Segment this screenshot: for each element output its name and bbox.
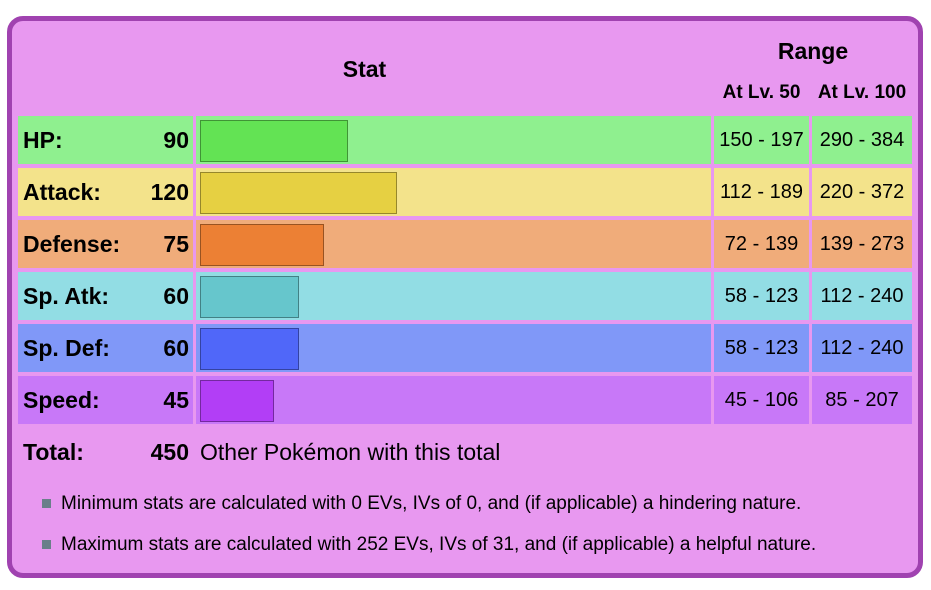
notes-cell: Minimum stats are calculated with 0 EVs,…: [18, 479, 912, 569]
note-min-text: Minimum stats are calculated with 0 EVs,…: [61, 492, 802, 514]
range-header-label: Range: [777, 38, 849, 64]
stats-table: Stat Range At Lv. 50 At Lv. 100 HP: 90 150…: [7, 16, 923, 578]
bullet-square-icon: [42, 499, 51, 508]
range-lv50-value: 58 - 123: [724, 284, 799, 307]
stat-bar-cell-sp_atk: [196, 272, 711, 320]
range-lv100-value: 220 - 372: [819, 180, 905, 203]
stat-value: 75: [163, 230, 189, 257]
range-lv100-cell-sp_atk: 112 - 240: [812, 272, 912, 320]
lv50-header-label: At Lv. 50: [722, 81, 801, 103]
range-header: Range: [714, 25, 912, 69]
range-lv100-cell-attack: 220 - 372: [812, 168, 912, 216]
stat-label-cell-defense: Defense: 75: [18, 220, 193, 268]
stat-name: Defense:: [23, 230, 121, 257]
stat-header-label: Stat: [342, 55, 387, 82]
range-lv100-cell-hp: 290 - 384: [812, 116, 912, 164]
note-item: Maximum stats are calculated with 252 EV…: [42, 524, 912, 565]
stat-bar-cell-defense: [196, 220, 711, 268]
range-lv50-value: 72 - 139: [724, 232, 799, 255]
range-lv100-value: 112 - 240: [820, 336, 904, 359]
stat-bar-cell-hp: [196, 116, 711, 164]
range-lv50-cell-hp: 150 - 197: [714, 116, 809, 164]
range-lv100-value: 112 - 240: [820, 284, 904, 307]
stat-label-cell-attack: Attack: 120: [18, 168, 193, 216]
range-lv50-cell-sp_atk: 58 - 123: [714, 272, 809, 320]
note-max-text: Maximum stats are calculated with 252 EV…: [61, 533, 817, 555]
range-lv50-cell-speed: 45 - 106: [714, 376, 809, 424]
range-lv100-value: 139 - 273: [819, 232, 905, 255]
stat-label-cell-sp_atk: Sp. Atk: 60: [18, 272, 193, 320]
range-lv50-value: 112 - 189: [719, 180, 804, 203]
stat-value: 45: [163, 386, 189, 413]
bullet-square-icon: [42, 540, 51, 549]
total-link-cell: Other Pokémon with this total: [196, 428, 912, 476]
range-lv100-cell-speed: 85 - 207: [812, 376, 912, 424]
range-lv50-cell-defense: 72 - 139: [714, 220, 809, 268]
lv50-header: At Lv. 50: [714, 72, 809, 113]
stat-value: 90: [163, 126, 189, 153]
stat-name: Sp. Atk:: [23, 282, 110, 309]
range-lv100-cell-sp_def: 112 - 240: [812, 324, 912, 372]
stat-value: 60: [163, 282, 189, 309]
stat-name: Attack:: [23, 178, 101, 205]
stat-bar-sp_def: [200, 328, 299, 370]
stat-bar-attack: [200, 172, 397, 214]
stat-bar-cell-attack: [196, 168, 711, 216]
total-label: Total:: [23, 438, 84, 465]
stat-label-cell-hp: HP: 90: [18, 116, 193, 164]
stat-bar-cell-sp_def: [196, 324, 711, 372]
range-lv50-value: 150 - 197: [719, 128, 804, 151]
stat-name: Speed:: [23, 386, 100, 413]
range-lv100-cell-defense: 139 - 273: [812, 220, 912, 268]
range-lv50-value: 58 - 123: [724, 336, 799, 359]
stat-bar-hp: [200, 120, 348, 162]
stat-bar-cell-speed: [196, 376, 711, 424]
stat-label-cell-sp_def: Sp. Def: 60: [18, 324, 193, 372]
other-pokemon-link[interactable]: Other Pokémon with this total: [200, 438, 501, 465]
note-item: Minimum stats are calculated with 0 EVs,…: [42, 483, 912, 524]
total-value: 450: [150, 438, 189, 465]
lv100-header: At Lv. 100: [812, 72, 912, 113]
stat-name: HP:: [23, 126, 63, 153]
range-lv50-cell-attack: 112 - 189: [714, 168, 809, 216]
stat-label-cell-speed: Speed: 45: [18, 376, 193, 424]
lv100-header-label: At Lv. 100: [817, 81, 907, 103]
stat-value: 120: [150, 178, 189, 205]
range-lv50-cell-sp_def: 58 - 123: [714, 324, 809, 372]
stat-bar-defense: [200, 224, 324, 266]
stat-bar-speed: [200, 380, 274, 422]
total-label-cell: Total: 450: [18, 428, 193, 476]
stat-value: 60: [163, 334, 189, 361]
range-lv50-value: 45 - 106: [724, 388, 799, 411]
stat-bar-sp_atk: [200, 276, 299, 318]
stat-name: Sp. Def:: [23, 334, 110, 361]
range-lv100-value: 290 - 384: [819, 128, 905, 151]
stat-header: Stat: [18, 25, 711, 113]
range-lv100-value: 85 - 207: [825, 388, 899, 411]
